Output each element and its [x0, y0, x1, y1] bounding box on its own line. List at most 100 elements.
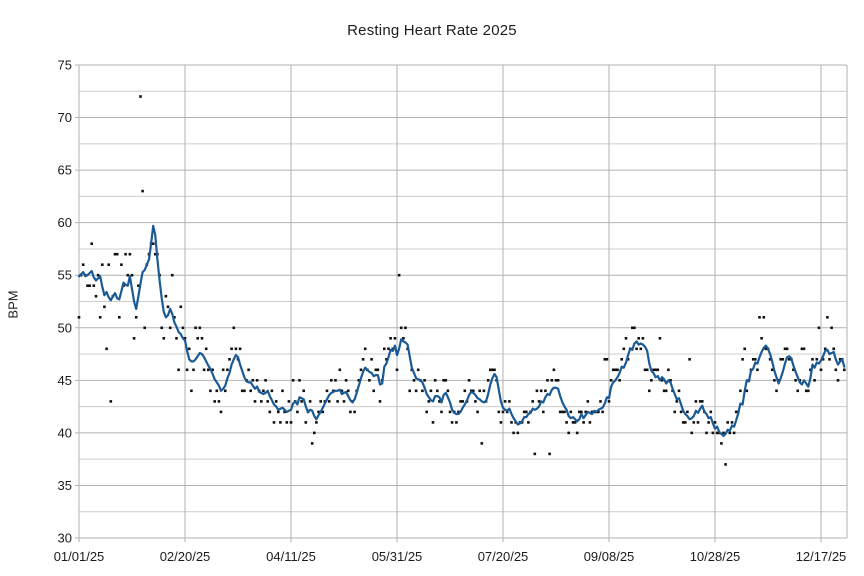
scatter-point [486, 379, 490, 382]
scatter-point [285, 421, 289, 424]
scatter-point [654, 368, 657, 372]
scatter-point [662, 389, 666, 393]
scatter-point [264, 379, 267, 382]
scatter-point [698, 400, 702, 403]
scatter-point [185, 368, 189, 372]
scatter-point [796, 389, 799, 393]
scatter-point [804, 389, 808, 393]
scatter-point [599, 400, 602, 403]
scatter-point [508, 400, 511, 403]
scatter-point [694, 400, 698, 403]
scatter-point [359, 368, 363, 372]
scatter-point [609, 379, 613, 382]
scatter-point [832, 347, 835, 351]
scatter-point [480, 442, 484, 445]
scatter-point [175, 337, 178, 340]
scatter-point [414, 389, 418, 393]
scatter-point [489, 368, 492, 372]
scatter-point [565, 421, 568, 424]
x-tick-label: 01/01/25 [54, 549, 105, 564]
scatter-point [461, 400, 464, 403]
scatter-point [603, 358, 607, 361]
scatter-point [141, 189, 144, 193]
scatter-point [794, 379, 797, 382]
scatter-point [357, 379, 361, 382]
scatter-point [151, 242, 155, 245]
scatter-point [353, 410, 356, 414]
scatter-point [217, 400, 221, 403]
scatter-point [321, 410, 325, 414]
scatter-point [614, 368, 617, 372]
scatter-point [667, 368, 670, 372]
scatter-point [732, 431, 736, 435]
scatter-point [843, 368, 846, 372]
scatter-point [546, 379, 549, 382]
scatter-point [442, 379, 445, 382]
scatter-point [656, 368, 660, 372]
scatter-point [516, 431, 520, 435]
scatter-point [707, 421, 710, 424]
x-tick-label: 12/17/25 [796, 549, 847, 564]
scatter-point [459, 400, 462, 403]
scatter-point [243, 389, 246, 393]
scatter-point [815, 358, 819, 361]
scatter-point [338, 368, 342, 372]
scatter-point [166, 305, 170, 309]
scatter-point [313, 431, 316, 435]
scatter-point [429, 389, 433, 393]
scatter-point [340, 389, 344, 393]
scatter-point [279, 421, 282, 424]
scatter-point [601, 410, 604, 414]
scatter-point [173, 316, 176, 319]
scatter-point [226, 368, 229, 372]
scatter-point [533, 452, 537, 456]
scatter-point [436, 389, 439, 393]
scatter-point [253, 400, 257, 403]
scatter-point [336, 400, 339, 403]
scatter-point [77, 316, 81, 319]
scatter-point [164, 294, 168, 298]
scatter-point [416, 368, 420, 372]
scatter-point [811, 358, 814, 361]
scatter-point [450, 421, 454, 424]
scatter-point [90, 242, 93, 245]
scatter-point [673, 410, 676, 414]
scatter-point [113, 252, 117, 256]
scatter-point [455, 421, 458, 424]
scatter-point [378, 400, 382, 403]
scatter-point [395, 368, 399, 372]
scatter-point [194, 326, 197, 330]
scatter-point [838, 358, 842, 361]
scatter-point [660, 379, 664, 382]
scatter-point [448, 410, 452, 414]
scatter-point [387, 347, 390, 351]
scatter-point [137, 284, 140, 287]
scatter-point [249, 389, 252, 393]
scatter-point [826, 316, 829, 319]
scatter-point [262, 389, 265, 393]
scatter-point [775, 389, 778, 393]
scatter-point [828, 358, 831, 361]
scatter-point [701, 400, 704, 403]
scatter-point [207, 368, 210, 372]
scatter-point [383, 347, 386, 351]
y-tick-label: 40 [58, 425, 72, 440]
scatter-point [105, 347, 108, 351]
y-tick-label: 50 [58, 320, 72, 335]
scatter-point [425, 410, 428, 414]
scatter-point [586, 400, 590, 403]
scatter-point [580, 410, 583, 414]
scatter-point [785, 347, 789, 351]
scatter-point [238, 347, 242, 351]
scatter-point [751, 358, 755, 361]
scatter-point [196, 337, 199, 340]
scatter-point [578, 410, 581, 414]
scatter-point [179, 305, 183, 309]
scatter-point [773, 379, 776, 382]
scatter-point [552, 368, 556, 372]
scatter-point [130, 273, 134, 277]
scatter-point [211, 368, 214, 372]
scatter-point [444, 379, 448, 382]
scatter-point [457, 410, 460, 414]
